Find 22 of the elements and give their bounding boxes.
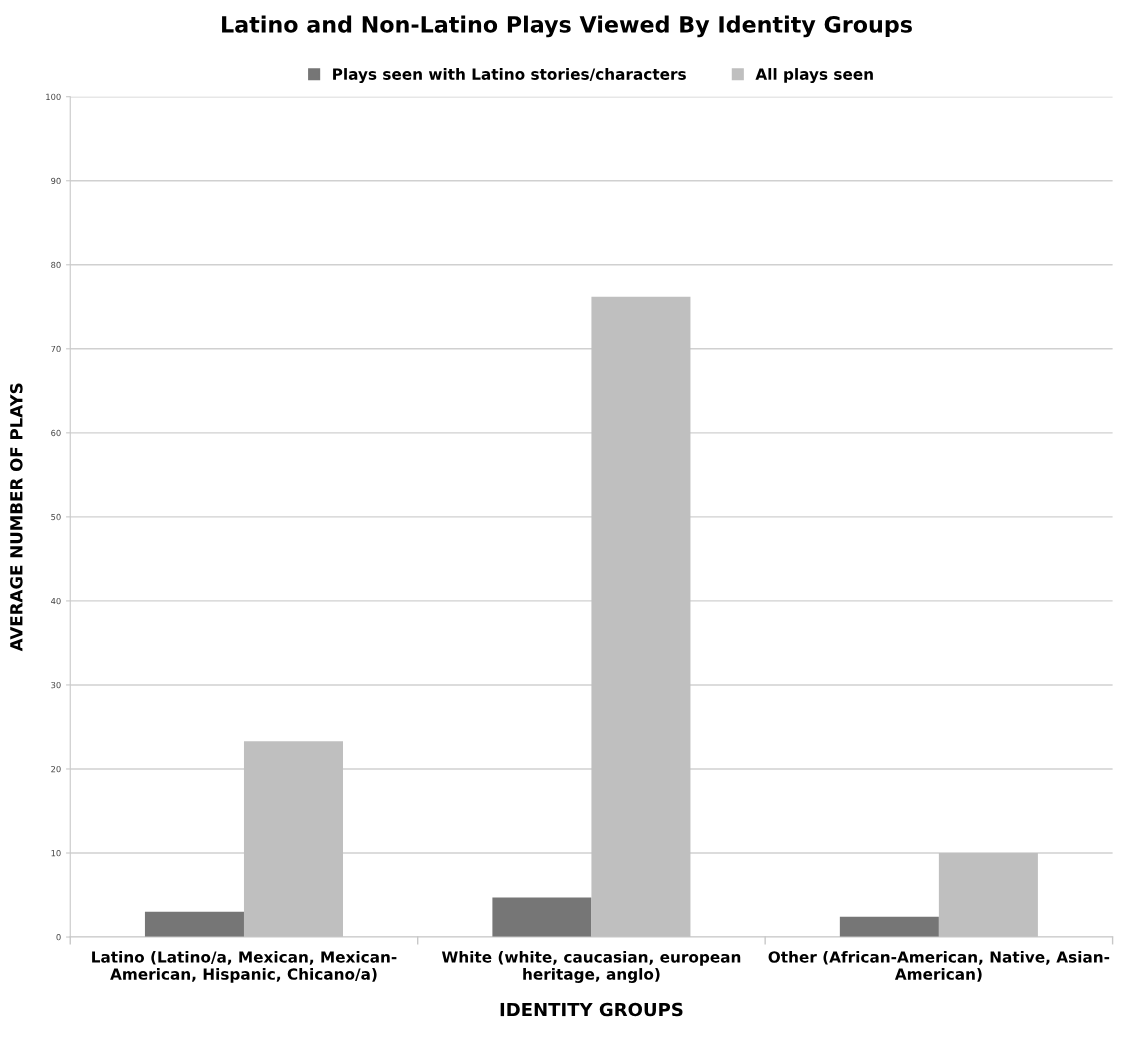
bar bbox=[839, 916, 939, 938]
y-tick-label: 40 bbox=[51, 597, 61, 605]
bar bbox=[492, 897, 592, 938]
x-axis-title: IDENTITY GROUPS bbox=[500, 1002, 683, 1017]
x-tick-label: White (white, caucasian, european heritage, anglo) bbox=[441, 950, 741, 983]
y-tick-label: 80 bbox=[51, 261, 61, 269]
legend-label: Plays seen with Latino stories/characters bbox=[333, 68, 686, 83]
y-tick-label: 100 bbox=[46, 93, 61, 100]
y-tick-label: 90 bbox=[51, 177, 61, 185]
y-tick-label: 20 bbox=[51, 765, 61, 773]
y-axis-title: AVERAGE NUMBER OF PLAYS bbox=[10, 383, 23, 652]
x-tick-label: Other (African-American, Native, Asian- American) bbox=[768, 950, 1110, 982]
y-tick-label: 30 bbox=[51, 681, 61, 689]
y-tick-label: 10 bbox=[51, 849, 61, 857]
y-tick-label: 0 bbox=[56, 934, 61, 941]
chart-title: Latino and Non-Latino Plays Viewed By Identity Groups bbox=[222, 15, 912, 38]
y-tick-label: 60 bbox=[51, 429, 61, 437]
y-tick-label: 50 bbox=[51, 513, 61, 521]
bar bbox=[144, 911, 244, 938]
legend-label: All plays seen bbox=[755, 68, 873, 83]
y-tick-label: 70 bbox=[51, 345, 61, 353]
x-tick-label: Latino (Latino/a, Mexican, Mexican- American, Hispanic, Chicano/a) bbox=[92, 950, 397, 983]
